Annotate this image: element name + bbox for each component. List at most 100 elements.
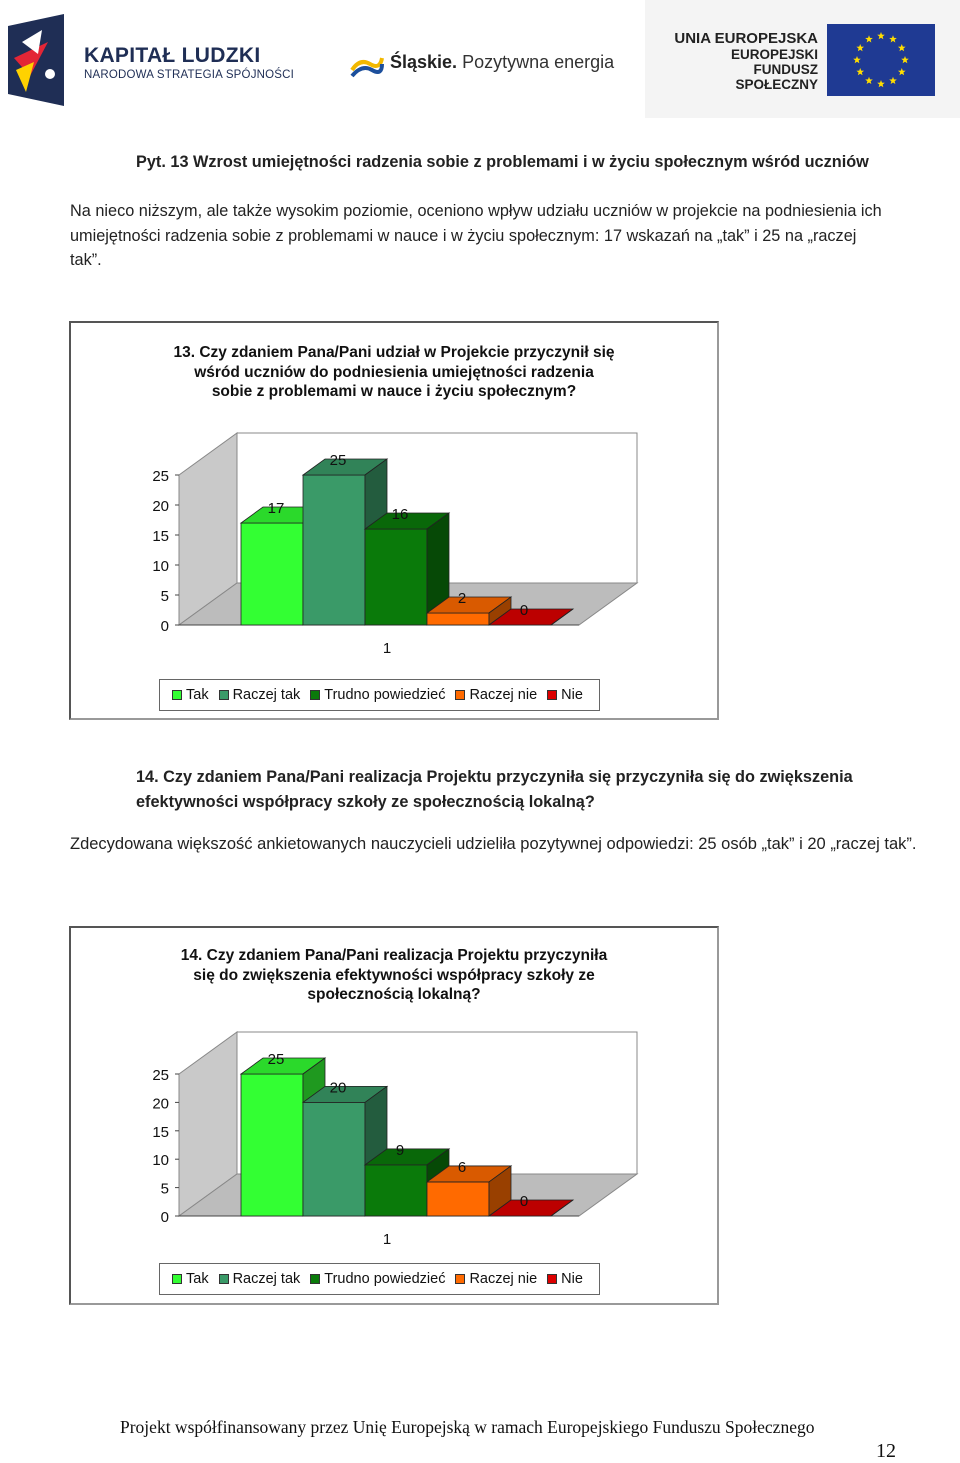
chart-13-legend-label: Tak	[186, 687, 209, 703]
chart-13-title: 13. Czy zdaniem Pana/Pani udział w Proje…	[71, 343, 717, 402]
chart-14-legend-label: Trudno powiedzieć	[324, 1271, 446, 1287]
chart-14-legend-swatch	[547, 1274, 558, 1284]
kapital-ludzki-title: KAPITAŁ LUDZKI	[84, 44, 261, 67]
chart-13-data-label-4: 2	[458, 590, 466, 607]
chart-14-legend-swatch	[310, 1274, 321, 1284]
chart-13-legend-item: Trudno powiedzieć	[310, 687, 445, 703]
chart-14-title-line-3: społecznością lokalną?	[307, 986, 481, 1003]
chart-14-legend-swatch	[218, 1274, 229, 1284]
eu-wordmark: UNIA EUROPEJSKA EUROPEJSKI FUNDUSZ SPOŁE…	[668, 30, 818, 92]
chart-14-legend-item: Raczej tak	[218, 1271, 301, 1287]
chart-13-legend-swatch	[547, 690, 558, 700]
chart-14-title-line-1: 14. Czy zdaniem Pana/Pani realizacja Pro…	[180, 947, 608, 964]
chart-13-data-label-2: 25	[330, 452, 347, 469]
chart-14-legend-label: Raczej tak	[232, 1271, 301, 1287]
slaskie-rest: Pozytywna energia	[457, 52, 615, 72]
chart-14-legend-item: Trudno powiedzieć	[310, 1271, 445, 1287]
chart-13-legend: Tak Raczej tak Trudno powiedzieć Raczej nie…	[159, 679, 600, 711]
eu-star-icon	[897, 44, 906, 52]
chart-14-category-label: 1	[383, 1231, 391, 1248]
kapital-ludzki-logo-icon	[8, 14, 64, 106]
chart-14-data-label-3: 9	[396, 1142, 404, 1159]
chart-14-legend-item: Tak	[172, 1271, 209, 1287]
chart-14-data-label-1: 25	[268, 1051, 285, 1068]
question-13-heading: Pyt. 13 Wzrost umiejętności radzenia sob…	[136, 153, 869, 171]
kapital-ludzki-subtitle: NARODOWA STRATEGIA SPÓJNOŚCI	[84, 69, 295, 81]
chart-14-y-tick-label: 25	[152, 1067, 169, 1084]
chart-13-y-tick-label: 25	[152, 468, 169, 485]
chart-13-y-tick-label: 20	[152, 498, 169, 515]
slaskie-logo-icon	[350, 57, 384, 78]
eu-star-icon	[897, 68, 906, 76]
chart-14-bar-3	[364, 1164, 428, 1217]
chart-13-legend-label: Raczej nie	[469, 687, 538, 703]
chart-13-y-tick-label: 10	[152, 558, 169, 575]
chart-14-bar-4	[426, 1181, 490, 1217]
chart-14-bar-2	[302, 1101, 366, 1217]
chart-13-legend-swatch	[218, 690, 229, 700]
chart-13-legend-swatch	[310, 690, 321, 700]
chart-13-data-label-1: 17	[268, 500, 285, 517]
chart-14: 14. Czy zdaniem Pana/Pani realizacja Pro…	[69, 926, 719, 1305]
chart-14-y-tick-label: 10	[152, 1152, 169, 1169]
chart-13-bar-1	[240, 522, 304, 626]
chart-13-bar-3	[364, 528, 428, 626]
chart-14-legend-label: Nie	[561, 1271, 583, 1287]
chart-13-bar-5-side	[550, 608, 574, 626]
chart-13-category-label: 1	[383, 640, 391, 657]
question-14-paragraph: Zdecydowana większość ankietowanych nauc…	[70, 835, 917, 853]
chart-14-data-label-2: 20	[330, 1079, 347, 1096]
chart-14-legend-item: Nie	[547, 1271, 583, 1287]
chart-13-legend-swatch	[172, 690, 182, 700]
eu-line1: UNIA EUROPEJSKA	[674, 30, 818, 47]
chart-13-title-line-2: wśród uczniów do podniesienia umiejętnoś…	[194, 363, 594, 381]
chart-14-y-tick-label: 20	[152, 1095, 169, 1112]
chart-13-y-tick-label: 15	[152, 528, 169, 545]
question-13-paragraph: Na nieco niższym, ale także wysokim pozi…	[70, 202, 882, 269]
chart-13-legend-item: Raczej nie	[455, 687, 537, 703]
chart-13-legend-swatch	[455, 690, 466, 700]
chart-14-legend: Tak Raczej tak Trudno powiedzieć Raczej nie…	[159, 1263, 600, 1295]
eu-star-icon	[901, 56, 909, 64]
chart-14-legend-swatch	[172, 1274, 182, 1284]
chart-13-bar-4	[426, 612, 490, 626]
chart-13-title-line-1: 13. Czy zdaniem Pana/Pani udział w Proje…	[173, 344, 615, 361]
chart-13-title-line-3: sobie z problemami w nauce i życiu społe…	[211, 383, 577, 400]
eu-star-icon	[889, 35, 897, 43]
chart-13-bar-2	[302, 474, 366, 626]
page-header: KAPITAŁ LUDZKI NARODOWA STRATEGIA SPÓJNO…	[0, 0, 960, 120]
chart-13-legend-label: Trudno powiedzieć	[324, 687, 446, 703]
chart-14-y-tick-label: 15	[152, 1124, 169, 1141]
page-number: 12	[876, 1440, 896, 1462]
chart-13-legend-item: Tak	[172, 687, 209, 703]
chart-14-legend-swatch	[455, 1274, 466, 1284]
chart-14-legend-label: Tak	[186, 1271, 209, 1287]
eu-star-icon	[877, 80, 885, 88]
slaskie-wordmark: Śląskie. Pozytywna energia	[390, 52, 614, 73]
chart-14-data-label-5: 0	[520, 1193, 528, 1210]
chart-13-data-label-3: 16	[392, 506, 409, 523]
kapital-ludzki-wordmark: KAPITAŁ LUDZKI NARODOWA STRATEGIA SPÓJNO…	[84, 44, 294, 81]
chart-14-legend-item: Raczej nie	[455, 1271, 537, 1287]
chart-13-legend-item: Raczej tak	[218, 687, 301, 703]
chart-14-y-tick-label: 0	[161, 1209, 169, 1226]
chart-13: 13. Czy zdaniem Pana/Pani udział w Proje…	[69, 321, 719, 720]
chart-14-title-line-2: się do zwiększenia efektywności współpra…	[193, 966, 595, 984]
footer-cofinancing-note: Projekt współfinansowany przez Unię Euro…	[120, 1417, 815, 1437]
chart-14-y-tick-label: 5	[161, 1181, 169, 1198]
eu-star-icon	[853, 56, 861, 64]
chart-13-legend-label: Raczej tak	[232, 687, 301, 703]
chart-13-y-tick-label: 5	[161, 588, 169, 605]
eu-line2: EUROPEJSKI	[730, 47, 818, 62]
chart-14-title: 14. Czy zdaniem Pana/Pani realizacja Pro…	[71, 946, 717, 1005]
eu-star-icon	[865, 76, 873, 85]
chart-14-legend-label: Raczej nie	[469, 1271, 538, 1287]
chart-14-bar-5-side	[550, 1199, 574, 1217]
chart-14-data-label-4: 6	[458, 1159, 466, 1176]
eu-star-icon	[865, 35, 873, 43]
chart-13-legend-item: Nie	[547, 687, 583, 703]
chart-13-y-tick-label: 0	[161, 618, 169, 635]
chart-14-plot: 0 5 10 15 20 25 1 25 20 9 6 0	[152, 1031, 639, 1248]
eu-line3: FUNDUSZ SPOŁECZNY	[735, 62, 818, 92]
chart-14-bar-1	[240, 1073, 304, 1217]
